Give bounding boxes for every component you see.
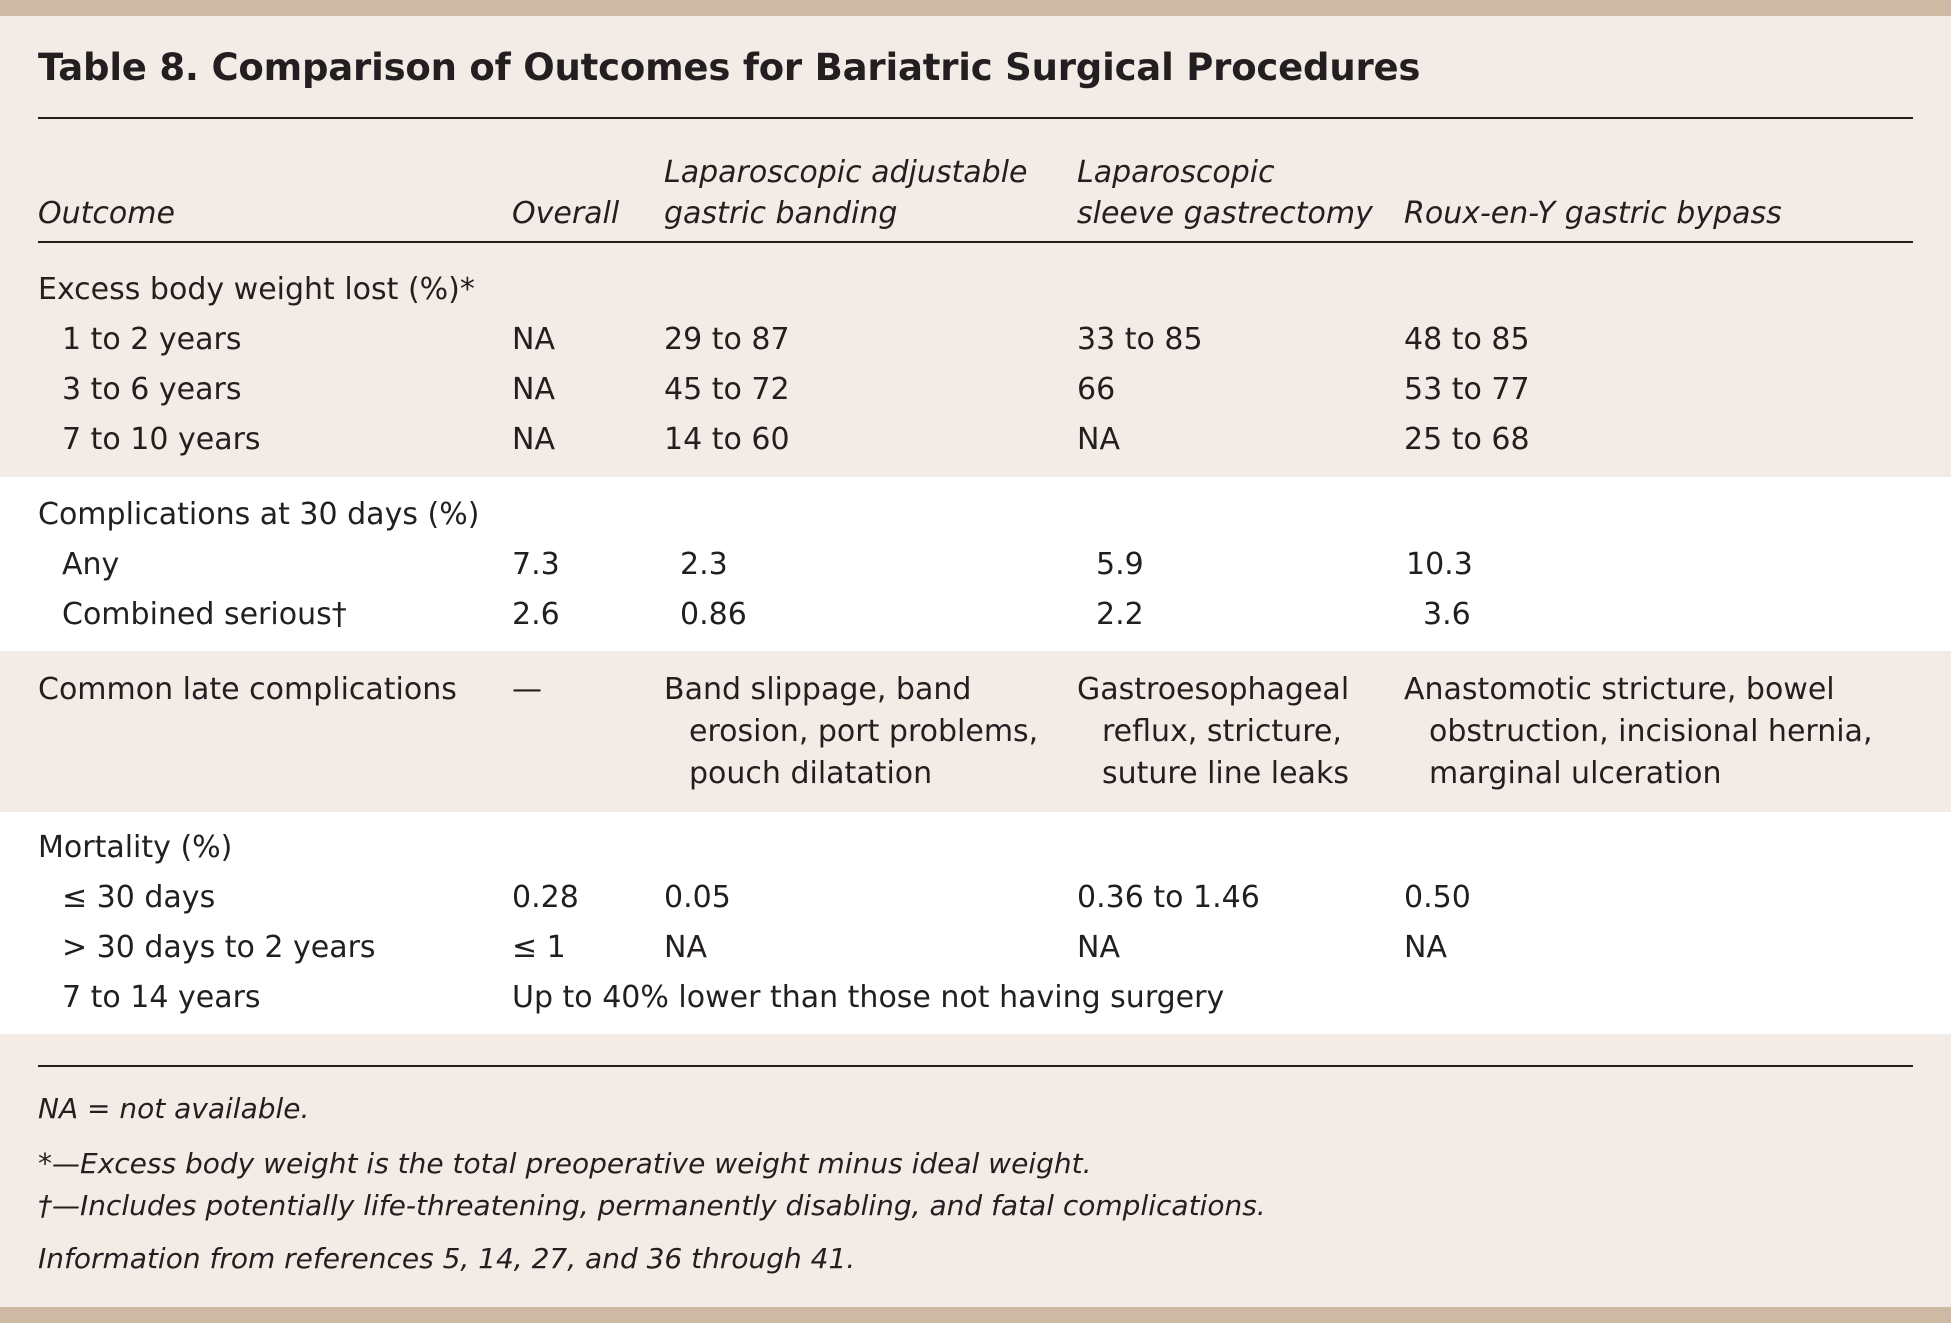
header-lagb-line2: gastric banding: [664, 196, 898, 231]
ebwl-row-lsg: 66: [1077, 372, 1116, 407]
top-border: [0, 0, 1951, 16]
complications-row-label: Combined serious†: [62, 597, 347, 632]
footnote-na: NA = not available.: [38, 1092, 310, 1125]
header-outcome: Outcome: [38, 196, 175, 231]
header-rygb: Roux-en-Y gastric bypass: [1404, 196, 1782, 231]
header-lsg-line1: Laparoscopic: [1077, 155, 1275, 190]
title-rule: [38, 117, 1913, 119]
ebwl-section-label: Excess body weight lost (%)*: [38, 272, 475, 307]
mortality-row-rygb: 0.50: [1404, 880, 1471, 915]
ebwl-row-lagb: 14 to 60: [664, 422, 790, 457]
header-lagb-line1: Laparoscopic adjustable: [664, 155, 1028, 190]
bottom-border: [0, 1307, 1951, 1323]
late-overall: —: [512, 672, 542, 707]
complications-row-lsg: 2.2: [1096, 597, 1144, 632]
mortality-row-lagb: NA: [664, 930, 707, 965]
footnote-source: Information from references 5, 14, 27, a…: [38, 1242, 856, 1275]
header-rule: [38, 241, 1913, 243]
ebwl-row-rygb: 25 to 68: [1404, 422, 1530, 457]
ebwl-row-lsg: 33 to 85: [1077, 322, 1203, 357]
mortality-row-rygb: NA: [1404, 930, 1447, 965]
late-lagb-line: erosion, port problems,: [689, 714, 1039, 749]
late-lagb-line: Band slippage, band: [664, 672, 972, 707]
ebwl-row-overall: NA: [512, 372, 555, 407]
late-lsg-line: reflux, stricture,: [1102, 714, 1342, 749]
ebwl-row-lagb: 45 to 72: [664, 372, 790, 407]
late-lsg-line: Gastroesophageal: [1077, 672, 1350, 707]
complications-row-lagb: 0.86: [680, 597, 747, 632]
footnote-star: *—Excess body weight is the total preope…: [38, 1147, 1092, 1180]
late-rygb-line: Anastomotic stricture, bowel: [1404, 672, 1835, 707]
ebwl-row-label: 3 to 6 years: [62, 372, 242, 407]
header-overall: Overall: [512, 196, 620, 231]
complications-row-rygb: 10.3: [1406, 547, 1473, 582]
late-lsg-line: suture line leaks: [1102, 756, 1349, 791]
complications-section-label: Complications at 30 days (%): [38, 497, 480, 532]
late-lagb-line: pouch dilatation: [689, 756, 933, 791]
mortality-long-label: 7 to 14 years: [62, 980, 261, 1015]
complications-band: [0, 477, 1951, 651]
footer-rule: [38, 1065, 1913, 1067]
complications-row-overall: 2.6: [512, 597, 560, 632]
ebwl-row-label: 7 to 10 years: [62, 422, 261, 457]
mortality-section-label: Mortality (%): [38, 830, 233, 865]
complications-row-label: Any: [62, 547, 120, 582]
late-rygb-line: marginal ulceration: [1429, 756, 1722, 791]
complications-row-overall: 7.3: [512, 547, 560, 582]
ebwl-row-lagb: 29 to 87: [664, 322, 790, 357]
complications-row-lagb: 2.3: [680, 547, 728, 582]
footnote-dagger: †—Includes potentially life-threatening,…: [38, 1189, 1266, 1222]
mortality-row-label: ≤ 30 days: [62, 880, 216, 915]
mortality-row-overall: ≤ 1: [512, 930, 566, 965]
ebwl-row-label: 1 to 2 years: [62, 322, 242, 357]
late-section-label: Common late complications: [38, 672, 457, 707]
mortality-row-label: > 30 days to 2 years: [62, 930, 376, 965]
ebwl-row-overall: NA: [512, 322, 555, 357]
mortality-long-value: Up to 40% lower than those not having su…: [512, 980, 1225, 1015]
late-rygb-line: obstruction, incisional hernia,: [1429, 714, 1873, 749]
ebwl-row-overall: NA: [512, 422, 555, 457]
complications-row-lsg: 5.9: [1096, 547, 1144, 582]
ebwl-row-lsg: NA: [1077, 422, 1120, 457]
complications-row-rygb: 3.6: [1423, 597, 1471, 632]
mortality-row-lagb: 0.05: [664, 880, 731, 915]
mortality-row-lsg: 0.36 to 1.46: [1077, 880, 1260, 915]
header-lsg-line2: sleeve gastrectomy: [1077, 196, 1373, 231]
mortality-band: [0, 812, 1951, 1034]
ebwl-row-rygb: 53 to 77: [1404, 372, 1530, 407]
table-title: Table 8. Comparison of Outcomes for Bari…: [38, 46, 1421, 89]
ebwl-row-rygb: 48 to 85: [1404, 322, 1530, 357]
mortality-row-overall: 0.28: [512, 880, 579, 915]
mortality-row-lsg: NA: [1077, 930, 1120, 965]
